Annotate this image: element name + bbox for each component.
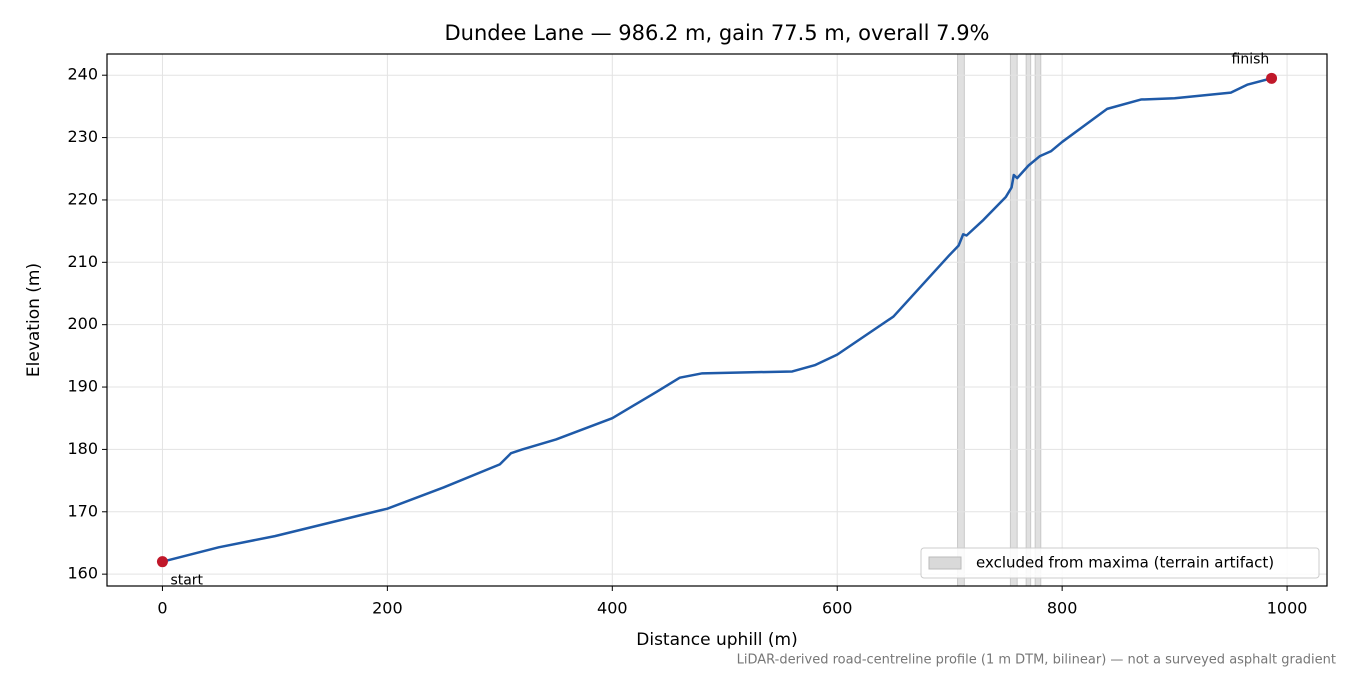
legend-label: excluded from maxima (terrain artifact) — [976, 554, 1274, 572]
endpoint-marker — [156, 556, 168, 568]
y-tick-label: 190 — [67, 377, 98, 396]
y-tick-label: 240 — [67, 65, 98, 84]
x-axis-label: Distance uphill (m) — [636, 630, 797, 650]
chart-title: Dundee Lane — 986.2 m, gain 77.5 m, over… — [444, 21, 989, 45]
x-tick-label: 1000 — [1267, 599, 1308, 618]
annotation: start — [170, 573, 203, 589]
annotation: finish — [1232, 51, 1270, 67]
legend: excluded from maxima (terrain artifact) — [920, 547, 1320, 579]
y-tick-label: 160 — [67, 564, 98, 583]
excluded-span — [957, 53, 965, 587]
x-tick-label: 600 — [822, 599, 853, 618]
legend-swatch — [928, 556, 962, 570]
excluded-span — [1025, 53, 1032, 587]
footnote: LiDAR-derived road-centreline profile (1… — [737, 653, 1336, 668]
x-tick-label: 0 — [157, 599, 167, 618]
profile-line — [162, 77, 1272, 563]
endpoint-marker — [1266, 72, 1278, 84]
y-tick-label: 200 — [67, 314, 98, 333]
y-tick-label: 230 — [67, 127, 98, 146]
x-tick-label: 800 — [1047, 599, 1078, 618]
excluded-span — [1009, 53, 1018, 587]
legend-box — [920, 547, 1320, 579]
y-tick-label: 180 — [67, 439, 98, 458]
y-axis-label: Elevation (m) — [24, 263, 44, 377]
y-tick-label: 210 — [67, 252, 98, 271]
y-tick-label: 220 — [67, 189, 98, 208]
x-tick-label: 200 — [372, 599, 403, 618]
x-tick-label: 400 — [597, 599, 628, 618]
y-tick-label: 170 — [67, 501, 98, 520]
plot-frame — [106, 53, 1328, 587]
excluded-span — [1034, 53, 1042, 587]
